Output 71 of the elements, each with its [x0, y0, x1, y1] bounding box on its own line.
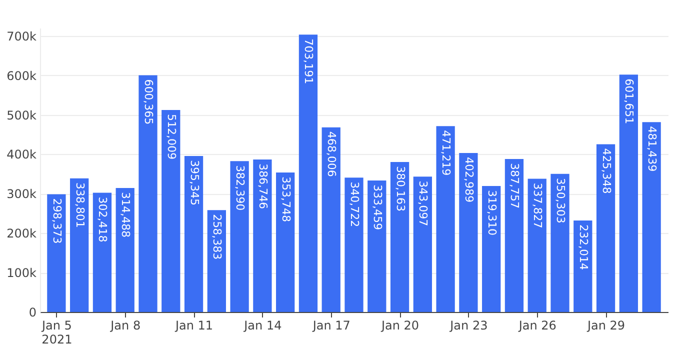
- data-label: 314,488: [119, 192, 132, 238]
- bar: [619, 74, 638, 312]
- data-label: 601,651: [622, 78, 636, 124]
- data-label: 468,006: [325, 131, 338, 177]
- bar: [550, 174, 570, 312]
- data-label: 340,722: [348, 182, 361, 228]
- x-tick-label: Jan 17: [312, 318, 350, 332]
- bar: [92, 192, 112, 312]
- bar: [368, 180, 386, 312]
- data-label: 343,097: [416, 180, 430, 226]
- x-tick-label: Jan 29: [586, 318, 626, 332]
- bar: [504, 159, 524, 312]
- data-label: 481,439: [646, 126, 659, 172]
- bar: [207, 210, 226, 312]
- data-label: 380,163: [394, 166, 407, 212]
- bar: [253, 159, 272, 312]
- bar: [162, 110, 180, 312]
- data-label: 600,365: [142, 79, 155, 125]
- y-tick-label: 500k: [6, 108, 37, 122]
- bar: [413, 176, 432, 312]
- bar: [436, 126, 455, 312]
- data-label: 512,009: [164, 114, 178, 160]
- bar: [344, 178, 364, 312]
- bar: [47, 194, 66, 312]
- bar: [574, 220, 592, 312]
- data-label: 298,373: [50, 198, 64, 244]
- bar: [459, 153, 478, 312]
- data-label: 703,191: [302, 38, 316, 84]
- x-tick-label: Jan 14: [243, 318, 282, 332]
- bar: [116, 188, 134, 312]
- bar: [322, 127, 340, 312]
- y-tick-label: 700k: [6, 29, 37, 44]
- bar: [390, 162, 410, 312]
- y-tick-label: 0: [28, 306, 36, 320]
- data-label: 382,390: [234, 165, 247, 211]
- bar: [276, 172, 295, 312]
- y-tick-label: 100k: [6, 266, 37, 280]
- bar: [230, 161, 249, 312]
- data-label: 402,989: [462, 157, 476, 203]
- bar: [298, 34, 318, 312]
- data-label: 350,303: [554, 178, 567, 224]
- data-label: 386,746: [256, 163, 270, 209]
- x-tick-label: Jan 11: [174, 318, 214, 332]
- y-tick-label: 300k: [6, 187, 37, 202]
- bar: [70, 178, 89, 312]
- data-label: 302,418: [96, 196, 110, 242]
- data-label: 387,757: [508, 163, 522, 209]
- data-label: 232,014: [576, 224, 590, 270]
- x-tick-label: Jan 5 2021: [40, 318, 72, 346]
- x-tick-label: Jan 23: [449, 318, 488, 332]
- y-tick-label: 200k: [6, 226, 37, 241]
- data-label: 425,348: [600, 148, 613, 194]
- data-label: 395,345: [188, 160, 201, 206]
- bar: [596, 144, 616, 312]
- bar: [138, 75, 158, 312]
- data-label: 333,459: [370, 184, 384, 230]
- data-label: 338,801: [73, 182, 86, 228]
- x-tick-label: Jan 26: [518, 318, 556, 332]
- bar: [482, 186, 501, 312]
- data-label: 471,219: [440, 130, 453, 176]
- data-label: 353,748: [279, 176, 292, 222]
- y-tick-label: 400k: [6, 148, 37, 162]
- x-tick-label: Jan 20: [380, 318, 420, 332]
- y-tick-label: 600k: [6, 68, 37, 83]
- bar: [528, 178, 546, 312]
- bar: [642, 122, 661, 312]
- bar: [184, 156, 204, 312]
- x-tick-label: Jan 8: [110, 318, 141, 332]
- data-label: 319,310: [485, 190, 498, 236]
- data-label: 337,827: [531, 182, 544, 228]
- data-label: 258,383: [210, 214, 224, 260]
